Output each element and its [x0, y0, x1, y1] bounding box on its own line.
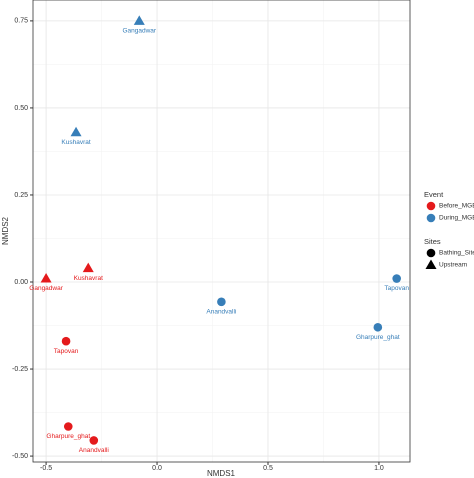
panel-border: [32, 0, 411, 463]
point-label: Gharpure_ghat: [356, 334, 400, 341]
y-tick-label: -0.25: [12, 366, 28, 373]
panel: [33, 0, 410, 462]
legend-key: [426, 248, 436, 258]
y-tick-label: 0.00: [14, 279, 28, 286]
point-label: Gharpure_ghat: [46, 433, 90, 440]
legend-title: Sites: [424, 237, 441, 246]
x-tick-label: 1.0: [374, 465, 384, 472]
point: [61, 336, 71, 346]
point-label: Anandvalli: [206, 309, 236, 316]
x-tick-label: 0.0: [152, 465, 162, 472]
x-axis-label: NMDS1: [207, 469, 236, 478]
point-label: Gangadwar: [29, 285, 63, 292]
x-tick-label: 0.5: [263, 465, 273, 472]
point: [133, 15, 145, 25]
point: [82, 262, 94, 273]
point: [70, 126, 82, 137]
point-label: Tapovan: [384, 285, 409, 292]
legend-label: During_MGE: [439, 215, 474, 222]
point: [217, 297, 226, 307]
legend-label: Upstream: [439, 262, 467, 269]
point: [40, 273, 52, 283]
y-tick-label: -0.50: [12, 453, 28, 460]
point-label: Kushavrat: [74, 275, 103, 282]
y-axis-label: NMDS2: [1, 216, 10, 245]
legend-key: [426, 213, 436, 223]
point: [63, 422, 73, 431]
point: [89, 436, 99, 445]
y-tick-label: 0.50: [14, 105, 28, 112]
y-tick-label: 0.25: [14, 192, 28, 199]
legend-label: Bathing_Site: [439, 250, 474, 257]
point-label: Gangadwar: [122, 28, 156, 35]
point-label: Anandvalli: [79, 447, 109, 454]
x-tick-label: -0.5: [40, 465, 52, 472]
grid: [33, 0, 410, 462]
y-tick-label: 0.75: [14, 18, 28, 25]
point-label: Kushavrat: [61, 139, 90, 146]
point: [373, 322, 383, 332]
point: [392, 274, 401, 283]
legend-title: Event: [424, 190, 444, 199]
point-label: Tapovan: [54, 348, 79, 355]
legend-label: Before_MGE: [439, 203, 474, 210]
legend-key: [425, 259, 437, 269]
legend-key: [426, 201, 436, 211]
